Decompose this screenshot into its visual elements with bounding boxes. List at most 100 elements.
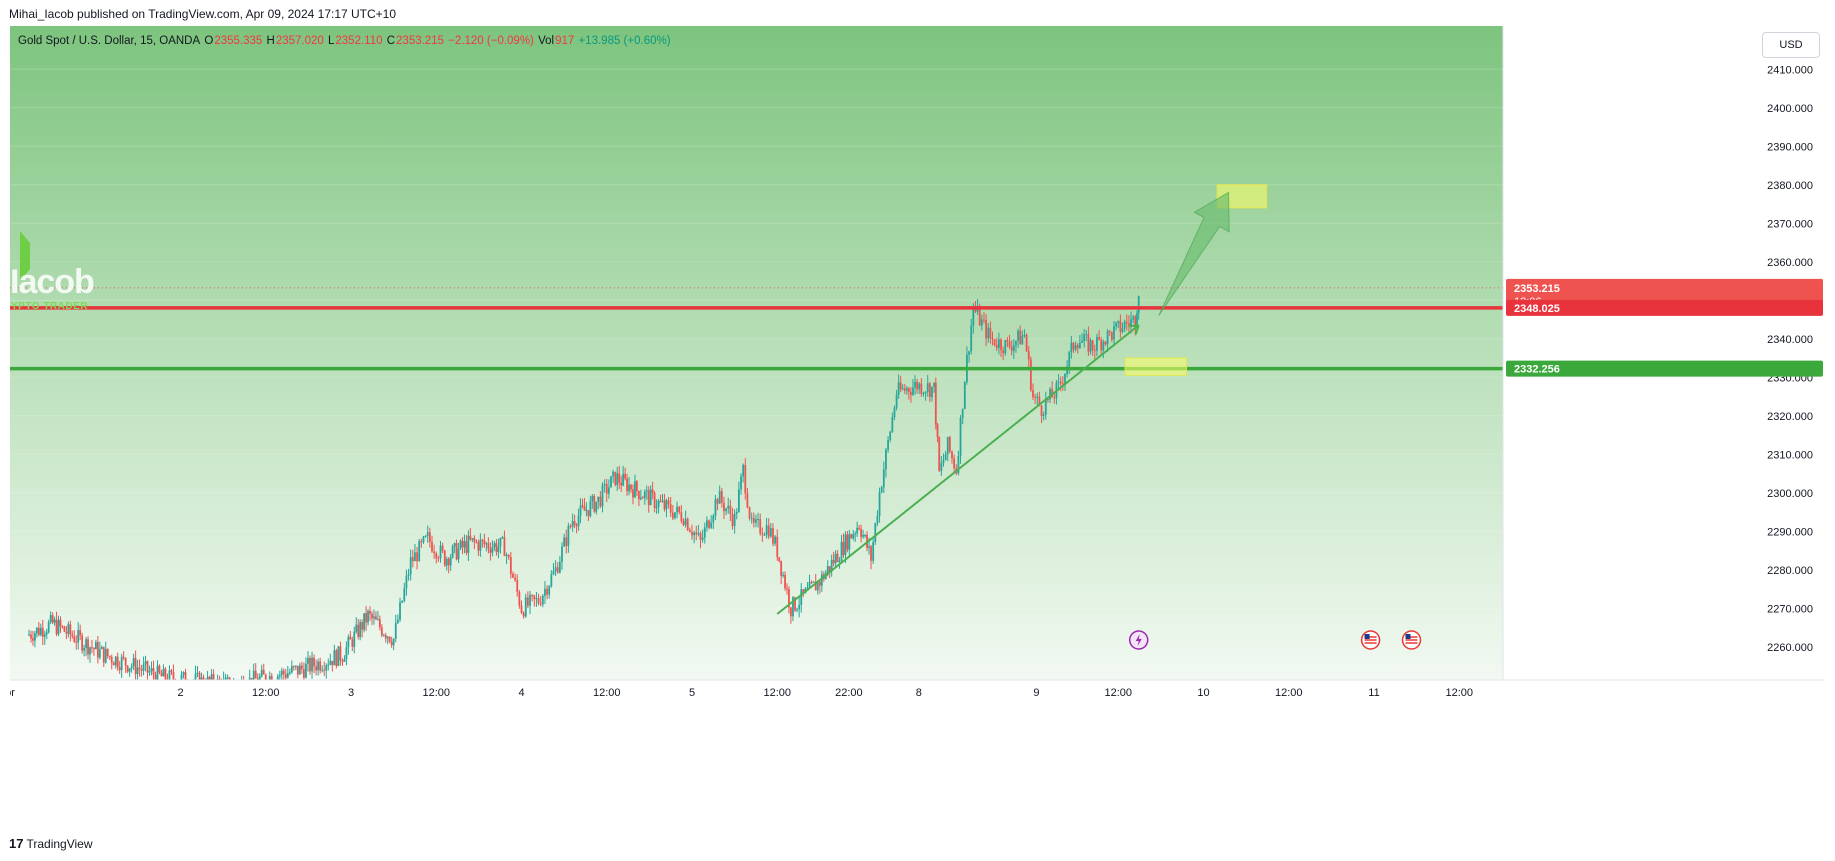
candle-body <box>742 464 745 477</box>
candle-body <box>426 532 429 537</box>
candle-body <box>774 536 777 544</box>
candle-body <box>388 636 391 642</box>
candle-body <box>142 664 145 671</box>
candle-body <box>733 513 736 527</box>
candle-body <box>95 642 97 650</box>
time-axis-background <box>10 680 1825 826</box>
candle-body <box>355 624 358 632</box>
candle-body <box>485 543 488 545</box>
candle-body <box>305 663 307 678</box>
candle-body <box>850 534 853 539</box>
candle-body <box>852 534 855 539</box>
candle-body <box>210 674 213 682</box>
candle-body <box>168 670 171 684</box>
candle-body <box>384 635 387 639</box>
candle-body <box>1085 334 1088 336</box>
candle-body <box>601 485 604 507</box>
candle-body <box>1098 337 1100 340</box>
candle-body <box>978 307 981 326</box>
candle-body <box>194 673 197 682</box>
candle-body <box>720 491 723 503</box>
open-value: 2355.335 <box>214 35 263 47</box>
candle-body <box>593 495 596 512</box>
candle-body <box>1100 339 1103 351</box>
last-price-label: 2353.215 <box>1514 283 1560 295</box>
candle-body <box>1128 323 1130 326</box>
candle-body <box>323 669 326 671</box>
candle-body <box>63 626 66 632</box>
candle-body <box>903 388 906 391</box>
candle-body <box>252 670 255 688</box>
candle-body <box>763 534 766 536</box>
candle-body <box>991 338 994 340</box>
candle-body <box>431 541 433 552</box>
candle-body <box>49 615 52 623</box>
candle-body <box>579 505 582 516</box>
candle-body <box>1057 381 1060 383</box>
price-axis[interactable]: 2260.000 2270.000 2280.000 2290.000 2300.000… <box>1502 26 1825 680</box>
candle-body <box>451 546 454 558</box>
candle-body <box>45 632 48 635</box>
candle-body <box>459 540 462 549</box>
candle-body <box>872 542 875 561</box>
candle-body <box>514 577 517 581</box>
volume-value: 917 <box>555 35 575 47</box>
candle-body <box>1083 334 1086 342</box>
currency-button[interactable]: USD <box>1762 32 1820 58</box>
candle-body <box>85 639 87 649</box>
time-tick-label: 3 <box>348 687 354 699</box>
candle-body <box>373 616 375 619</box>
candle-body <box>907 388 910 393</box>
candle-body <box>365 613 367 623</box>
candle-body <box>723 502 725 512</box>
candle-body <box>317 661 320 671</box>
time-axis[interactable]: pr 2 12:00 3 12:00 4 12:00 5 12:00 22:00 8 9 12:00 10… <box>10 679 1825 826</box>
symbol-title[interactable]: Gold Spot / U.S. Dollar, 15, OANDA <box>18 35 201 47</box>
candle-body <box>569 525 572 527</box>
chart-area[interactable]: 2260.000 2270.000 2280.000 2290.000 2300.000… <box>10 26 1825 826</box>
candle-body <box>57 619 60 635</box>
candle-body <box>744 464 747 494</box>
candle-body <box>912 387 914 395</box>
candle-body <box>75 641 78 643</box>
candle-body <box>126 665 129 672</box>
candle-body <box>816 581 819 591</box>
candle-body <box>577 515 580 527</box>
target-box[interactable] <box>1216 184 1268 209</box>
candle-body <box>329 660 332 665</box>
entry-box[interactable] <box>1124 357 1187 376</box>
support-price-label: 2332.256 <box>1514 364 1560 376</box>
candle-body <box>663 500 666 510</box>
candle-body <box>794 597 796 611</box>
candle-body <box>399 602 401 620</box>
candle-body <box>535 598 538 600</box>
candle-body <box>280 670 283 676</box>
candlestick-chart[interactable]: 2260.000 2270.000 2280.000 2290.000 2300.000… <box>10 26 1825 826</box>
candle-body <box>1049 388 1051 400</box>
price-tick-label: 2280.000 <box>1767 565 1813 577</box>
price-tick-label: 2310.000 <box>1767 449 1813 461</box>
candle-body <box>653 493 656 508</box>
candle-body <box>1106 330 1109 345</box>
footer-brand[interactable]: 17 TradingView <box>9 836 93 851</box>
candle-body <box>495 543 498 553</box>
candle-body <box>889 431 892 440</box>
projection-arrow[interactable] <box>1158 191 1230 316</box>
price-tick-label: 2410.000 <box>1767 64 1813 76</box>
candle-body <box>403 588 406 601</box>
candle-body <box>874 523 877 543</box>
candle-body <box>671 512 674 519</box>
candle-body <box>254 670 257 679</box>
candle-body <box>300 665 303 670</box>
publisher-header: Mihai_Iacob published on TradingView.com… <box>9 7 397 21</box>
candle-body <box>998 339 1000 348</box>
candle-body <box>53 619 56 623</box>
candle-body <box>840 541 843 561</box>
candle-body <box>697 533 700 535</box>
candle-body <box>463 541 466 548</box>
candle-body <box>571 521 574 527</box>
price-tick-label: 2270.000 <box>1767 603 1813 615</box>
price-tick-label: 2360.000 <box>1767 257 1813 269</box>
trendline[interactable] <box>776 324 1140 615</box>
candle-body <box>260 669 263 677</box>
